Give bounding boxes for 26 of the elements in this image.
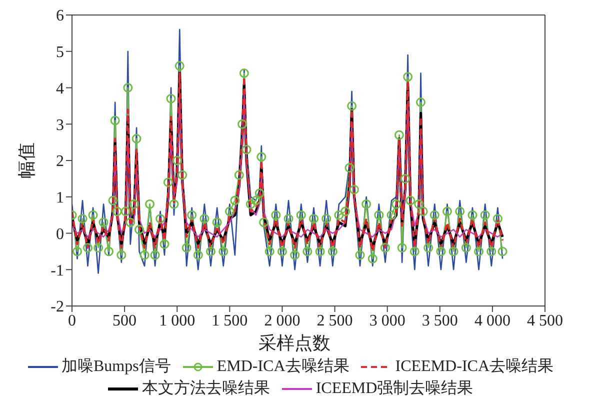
y-tick-label: 2 xyxy=(56,153,64,170)
x-tick-label: 0 xyxy=(68,312,76,330)
x-tick-label: 4 000 xyxy=(474,312,510,330)
y-tick-label: 4 xyxy=(56,80,64,98)
x-tick-label: 500 xyxy=(112,312,137,330)
y-tick-label: -2 xyxy=(50,298,64,316)
legend-label: EMD-ICA去噪结果 xyxy=(216,358,350,375)
y-tick-label: 3 xyxy=(56,116,64,134)
y-axis-title: 幅值 xyxy=(16,142,36,178)
y-tick-label: 1 xyxy=(56,190,64,207)
y-tick-label: 5 xyxy=(56,44,64,62)
y-tick-label: -1 xyxy=(50,262,64,280)
x-tick-label: 3 000 xyxy=(369,312,406,330)
legend-label: ICEEMD-ICA去噪结果 xyxy=(395,358,554,375)
x-axis-title: 采样点数 xyxy=(258,332,332,355)
x-tick-label: 1 000 xyxy=(159,312,196,330)
legend-label: ICEEMD强制去噪结果 xyxy=(316,380,474,397)
y-tick-label: 6 xyxy=(56,8,64,25)
x-tick-label: 1 500 xyxy=(212,312,248,330)
legend-label: 本文方法去噪结果 xyxy=(142,380,270,397)
legend-label: 加噪Bumps信号 xyxy=(62,358,171,375)
x-tick-label: 2 500 xyxy=(316,312,353,330)
x-tick-label: 4 500 xyxy=(527,312,563,330)
x-tick-label: 3 500 xyxy=(422,312,458,330)
x-tick-label: 2 000 xyxy=(264,312,300,330)
y-tick-label: 0 xyxy=(56,226,64,243)
